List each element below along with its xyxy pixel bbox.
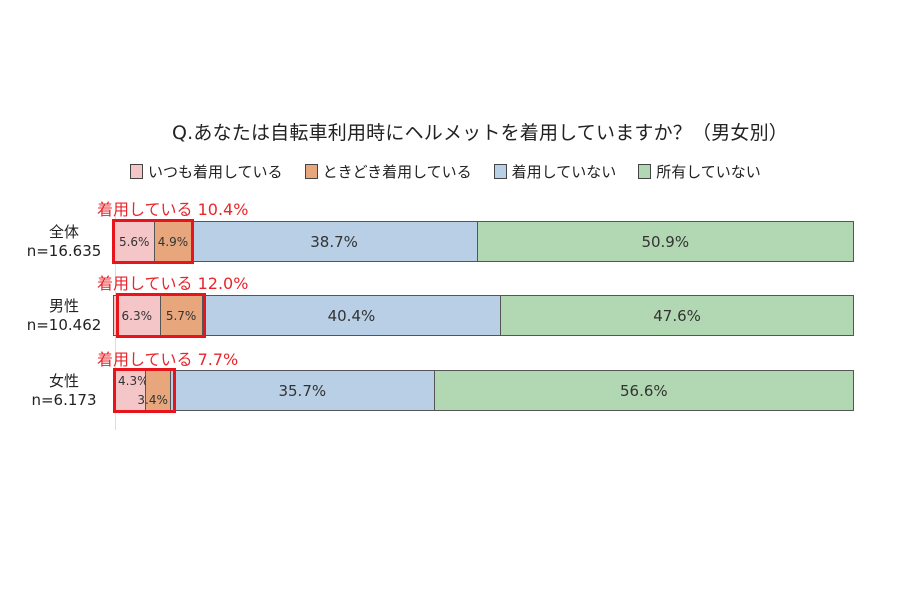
legend-swatch-not-wearing <box>493 164 507 179</box>
legend-item-not-wearing: 着用していない <box>493 161 617 182</box>
row-label-male: 男性 n=10.462 <box>14 297 114 335</box>
legend-item-always: いつも着用している <box>130 161 283 182</box>
legend-swatch-not-owned <box>638 164 652 179</box>
category-label: 女性 <box>48 372 79 390</box>
segment-sometimes: 5.7% <box>160 296 203 335</box>
legend-item-sometimes: ときどき着用している <box>304 161 472 182</box>
segment-sometimes-value: 3.4% <box>137 393 168 407</box>
segment-not-wearing: 35.7% <box>170 371 435 410</box>
legend-label: いつも着用している <box>148 163 283 181</box>
segment-not-owned: 47.6% <box>501 296 853 335</box>
legend-swatch-sometimes <box>304 164 318 179</box>
legend: いつも着用している ときどき着用している 着用していない 所有していない <box>130 161 761 182</box>
segment-always: 6.3% <box>114 296 161 335</box>
wearing-highlight-box <box>112 219 194 264</box>
legend-item-not-owned: 所有していない <box>638 161 761 182</box>
row-label-total: 全体 n=16.635 <box>14 223 114 261</box>
legend-swatch-always <box>130 164 143 179</box>
row-label-female: 女性 n=6.173 <box>14 372 114 410</box>
sample-size: n=6.173 <box>31 391 97 409</box>
legend-label: ときどき着用している <box>322 163 472 181</box>
category-label: 男性 <box>48 297 79 315</box>
sample-size: n=10.462 <box>26 316 102 334</box>
wearing-callout-total: 着用している 10.4% <box>97 200 249 219</box>
bar-female: 4.3% 3.4% 35.7% 56.6% <box>113 370 854 411</box>
wearing-highlight-box <box>116 293 206 338</box>
legend-label: 所有していない <box>656 163 761 181</box>
segment-not-wearing: 40.4% <box>202 296 502 335</box>
segment-not-wearing: 38.7% <box>191 222 478 261</box>
segment-sometimes: 3.4% <box>137 371 171 410</box>
sample-size: n=16.635 <box>26 242 102 260</box>
wearing-highlight-box <box>113 368 176 413</box>
segment-always-value: 4.3% <box>118 374 149 388</box>
bar-male: 6.3% 5.7% 40.4% 47.6% <box>113 295 854 336</box>
segment-always: 4.3% <box>114 371 149 410</box>
legend-label: 着用していない <box>511 163 617 181</box>
bar-total: 5.6% 4.9% 38.7% 50.9% <box>113 221 854 262</box>
segment-not-owned: 56.6% <box>434 371 853 410</box>
segment-not-owned: 50.9% <box>477 222 853 261</box>
chart-title: Q.あなたは自転車利用時にヘルメットを着用していますか？（男女別） <box>171 122 789 144</box>
segment-always: 5.6% <box>114 222 156 261</box>
wearing-callout-female: 着用している 7.7% <box>97 350 239 369</box>
category-label: 全体 <box>48 223 79 241</box>
wearing-callout-male: 着用している 12.0% <box>97 274 249 293</box>
